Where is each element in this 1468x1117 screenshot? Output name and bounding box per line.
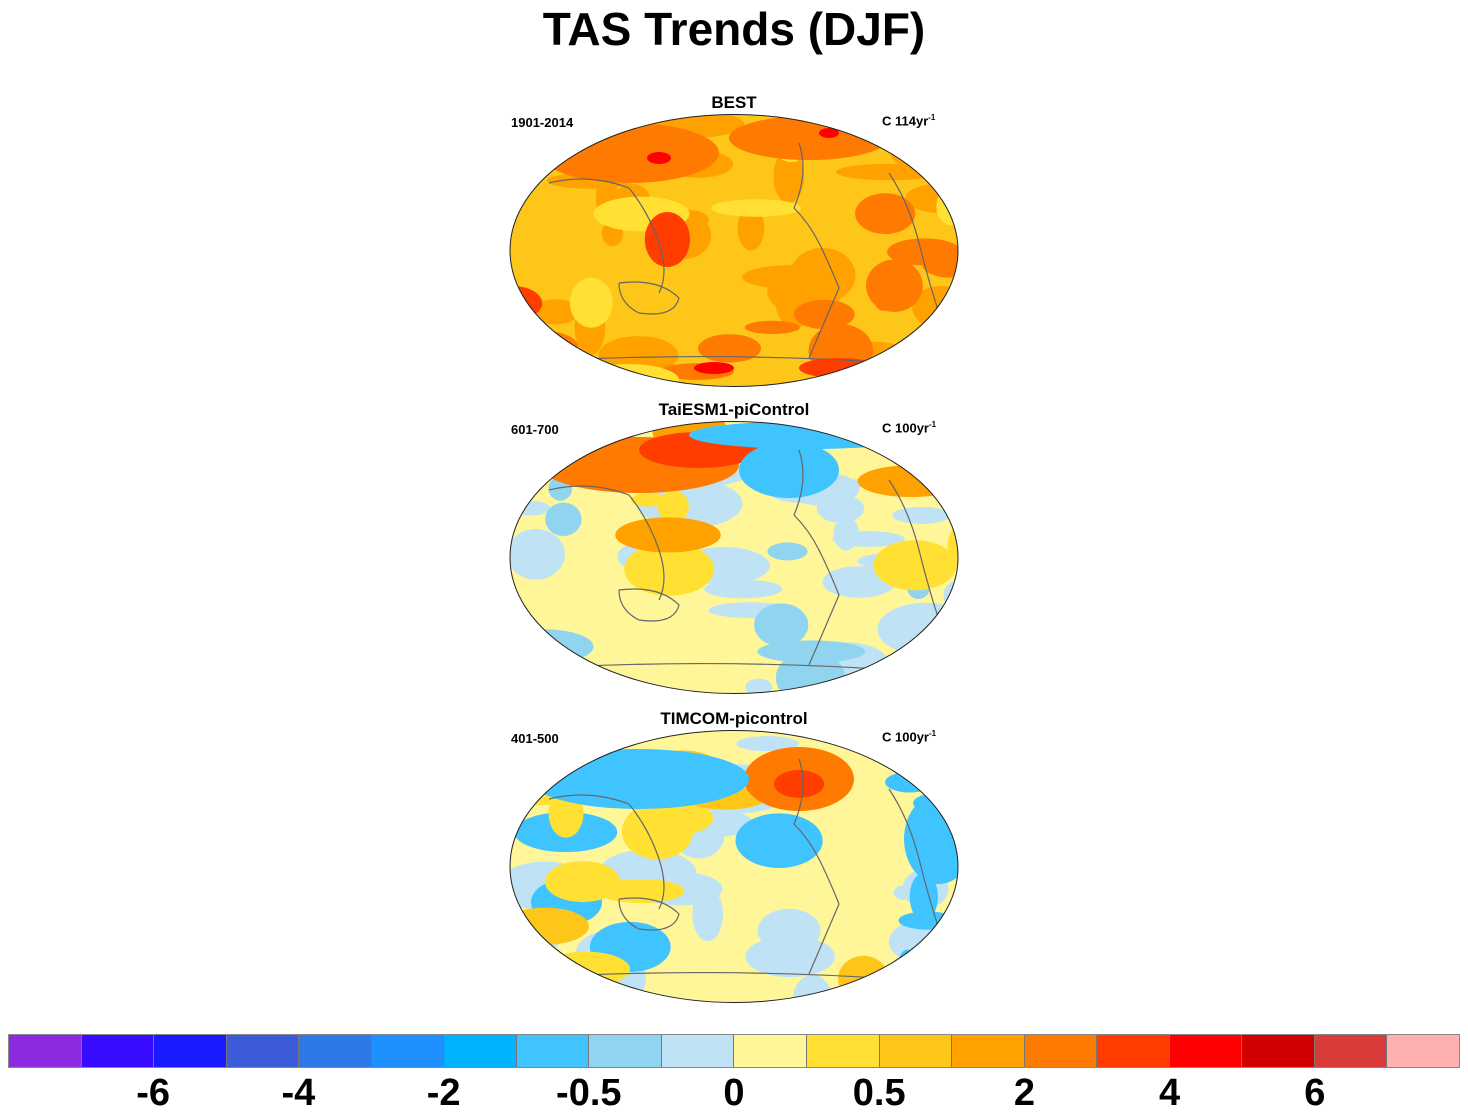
colorbar-label: 4 bbox=[1159, 1072, 1181, 1114]
colorbar-cell bbox=[154, 1035, 227, 1067]
colorbar-cell bbox=[1387, 1035, 1459, 1067]
panel-period: 1901-2014 bbox=[511, 115, 574, 130]
colorbar-label: -4 bbox=[281, 1072, 316, 1114]
colorbar-cell bbox=[661, 1035, 735, 1067]
colorbar-cell bbox=[299, 1035, 372, 1067]
panel-title: TIMCOM-picontrol bbox=[660, 709, 808, 728]
colorbar-cell bbox=[371, 1035, 445, 1067]
main-title: TAS Trends (DJF) bbox=[542, 3, 926, 55]
colorbar-label: 2 bbox=[1013, 1072, 1035, 1114]
panel-taiesm1: TaiESM1-piControl 601-700 C 100yr-1 bbox=[500, 400, 968, 700]
trend-map-timcom bbox=[509, 730, 959, 1003]
colorbar-cell bbox=[9, 1035, 82, 1067]
colorbar-cell bbox=[1097, 1035, 1170, 1067]
panel-units: C 100yr-1 bbox=[882, 729, 937, 745]
colorbar-label: 0.5 bbox=[852, 1072, 906, 1114]
colorbar-cell bbox=[879, 1035, 953, 1067]
colorbar-cell bbox=[81, 1035, 155, 1067]
panel-best: BEST 1901-2014 C 114yr-1 bbox=[500, 93, 968, 393]
colorbar-cell bbox=[807, 1035, 880, 1067]
colorbar-label: -6 bbox=[136, 1072, 171, 1114]
panel-title: BEST bbox=[711, 93, 757, 112]
panel-period: 401-500 bbox=[511, 731, 559, 746]
colorbar-cell bbox=[226, 1035, 300, 1067]
colorbar-cell bbox=[444, 1035, 517, 1067]
colorbar-label: 6 bbox=[1304, 1072, 1326, 1114]
colorbar-label: -2 bbox=[426, 1072, 461, 1114]
colorbar-cell bbox=[952, 1035, 1025, 1067]
panel-units: C 100yr-1 bbox=[882, 420, 937, 436]
colorbar-cell bbox=[734, 1035, 808, 1067]
panel-title: TaiESM1-piControl bbox=[658, 400, 810, 419]
colorbar-cell bbox=[589, 1035, 662, 1067]
colorbar-cell bbox=[1169, 1035, 1243, 1067]
colorbar-cell bbox=[1024, 1035, 1098, 1067]
colorbar-cell bbox=[1314, 1035, 1388, 1067]
panel-period: 601-700 bbox=[511, 422, 559, 437]
trend-map-taiesm1 bbox=[509, 421, 959, 694]
trend-map-best bbox=[509, 114, 959, 387]
colorbar-label: 0 bbox=[723, 1072, 745, 1114]
panel-timcom: TIMCOM-picontrol 401-500 C 100yr-1 bbox=[500, 709, 968, 1009]
colorbar-cell bbox=[1242, 1035, 1315, 1067]
colorbar bbox=[8, 1034, 1460, 1068]
panel-units: C 114yr-1 bbox=[882, 113, 936, 129]
colorbar-label: -0.5 bbox=[556, 1072, 622, 1114]
colorbar-cell bbox=[516, 1035, 590, 1067]
